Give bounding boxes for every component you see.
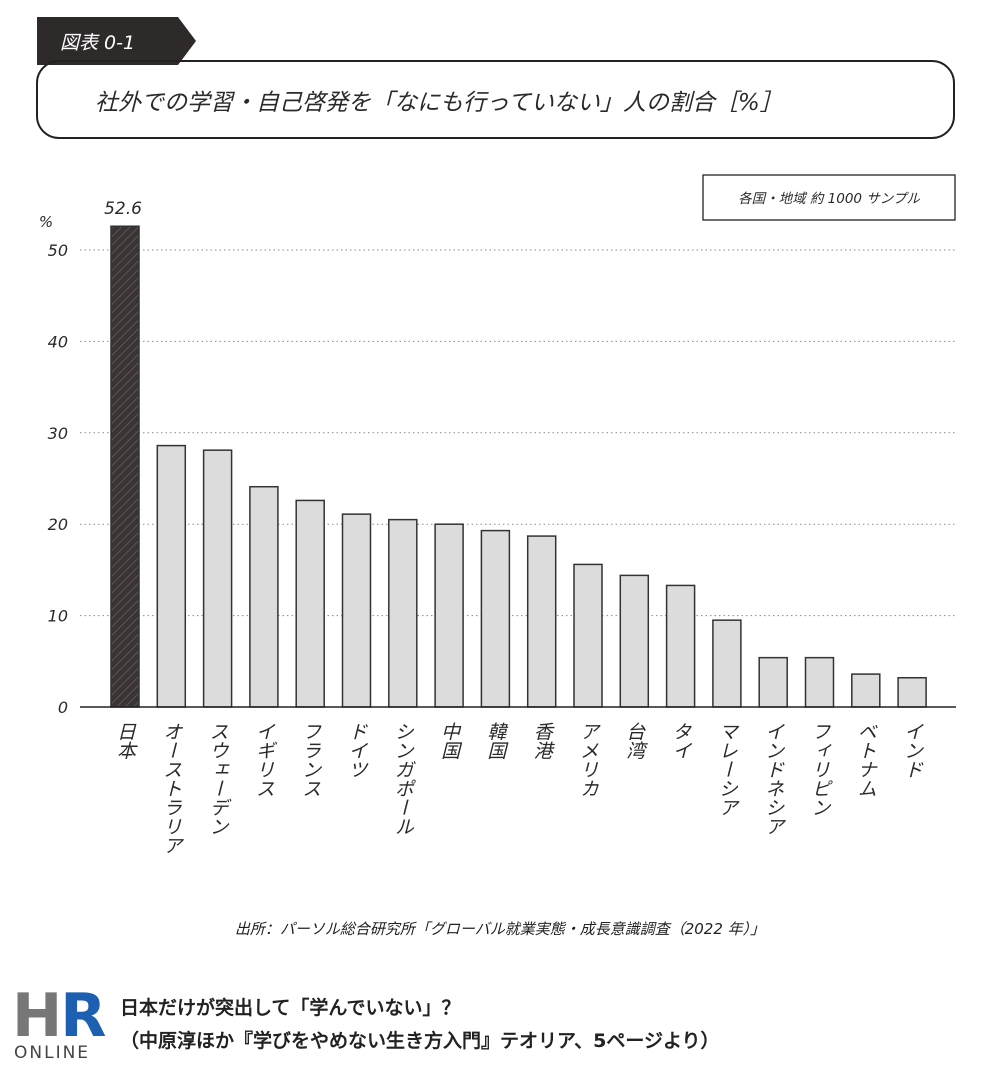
y-tick-label: 50 xyxy=(48,241,68,260)
x-tick-label: インドネシア xyxy=(762,722,784,836)
bar-3 xyxy=(249,485,279,708)
x-tick-label: スウェーデン xyxy=(206,722,229,836)
y-tick-label: 30 xyxy=(48,424,68,443)
logo-h: H xyxy=(12,981,62,1051)
bar-8 xyxy=(480,529,511,708)
x-tick-label: フランス xyxy=(299,722,321,798)
x-tick-label: ベトナム xyxy=(855,722,877,798)
x-tick-label: 韓国 xyxy=(484,722,507,760)
x-tick-label: タイ xyxy=(670,722,692,760)
x-tick-label: フィリピン xyxy=(808,722,831,817)
x-tick-label: アメリカ xyxy=(577,722,599,798)
caption: 日本だけが突出して「学んでいない」？ （中原淳ほか『学びをやめない生き方入門』テ… xyxy=(120,992,980,1058)
bar-11 xyxy=(619,574,650,708)
sample-note: 各国・地域 約 1000 サンプル xyxy=(738,191,920,207)
bar-4 xyxy=(295,499,325,708)
x-tick-label: 香港 xyxy=(530,722,553,760)
data-label: 52.6 xyxy=(104,199,142,219)
bar-2 xyxy=(202,449,233,708)
bar-5 xyxy=(341,513,372,708)
chart-title: 社外での学習・自己啓発を「なにも行っていない」人の割合［%］ xyxy=(95,90,783,116)
bar-15 xyxy=(804,656,835,708)
bar-7 xyxy=(434,523,464,708)
y-tick-label: 10 xyxy=(48,607,68,626)
x-tick-label: ドイツ xyxy=(346,722,368,779)
bar-0 xyxy=(110,225,140,708)
note-box xyxy=(702,174,956,221)
x-tick-label: オーストラリア xyxy=(160,722,182,855)
x-tick-label: 中国 xyxy=(438,722,461,760)
figure-tag-shape xyxy=(37,17,196,65)
bar-13 xyxy=(712,619,742,708)
x-tick-label: シンガポール xyxy=(391,722,414,836)
bar-16 xyxy=(851,673,881,708)
hr-online-logo: HR ONLINE xyxy=(12,981,106,1065)
x-tick-label: 日本 xyxy=(114,722,136,760)
x-tick-label: マレーシア xyxy=(716,722,738,817)
logo-online: ONLINE xyxy=(14,1043,91,1063)
caption-line-1: 日本だけが突出して「学んでいない」？ xyxy=(120,997,461,1019)
logo-r: R xyxy=(60,981,106,1051)
y-tick-label: 20 xyxy=(48,515,68,534)
bar-6 xyxy=(388,518,418,708)
bar-12 xyxy=(665,584,696,708)
y-tick-label: 0 xyxy=(58,698,68,717)
y-tick-label: 40 xyxy=(48,332,68,351)
source-note: 出所：パーソル総合研究所「グローバル就業実態・成長意識調査（2022 年）」 xyxy=(234,920,766,938)
figure-tag: 図表 0-1 xyxy=(60,32,135,54)
bar-17 xyxy=(897,677,927,708)
title-box xyxy=(36,60,955,139)
x-tick-label: インド xyxy=(901,722,923,779)
bar-9 xyxy=(526,535,557,708)
bar-14 xyxy=(758,656,788,708)
x-tick-label: 台湾 xyxy=(623,722,646,760)
x-tick-label: イギリス xyxy=(252,722,275,798)
bar-1 xyxy=(156,444,187,708)
y-axis-unit: % xyxy=(39,213,53,231)
caption-line-2: （中原淳ほか『学びをやめない生き方入門』テオリア、5ページより） xyxy=(120,1030,720,1052)
bar-10 xyxy=(573,563,603,708)
